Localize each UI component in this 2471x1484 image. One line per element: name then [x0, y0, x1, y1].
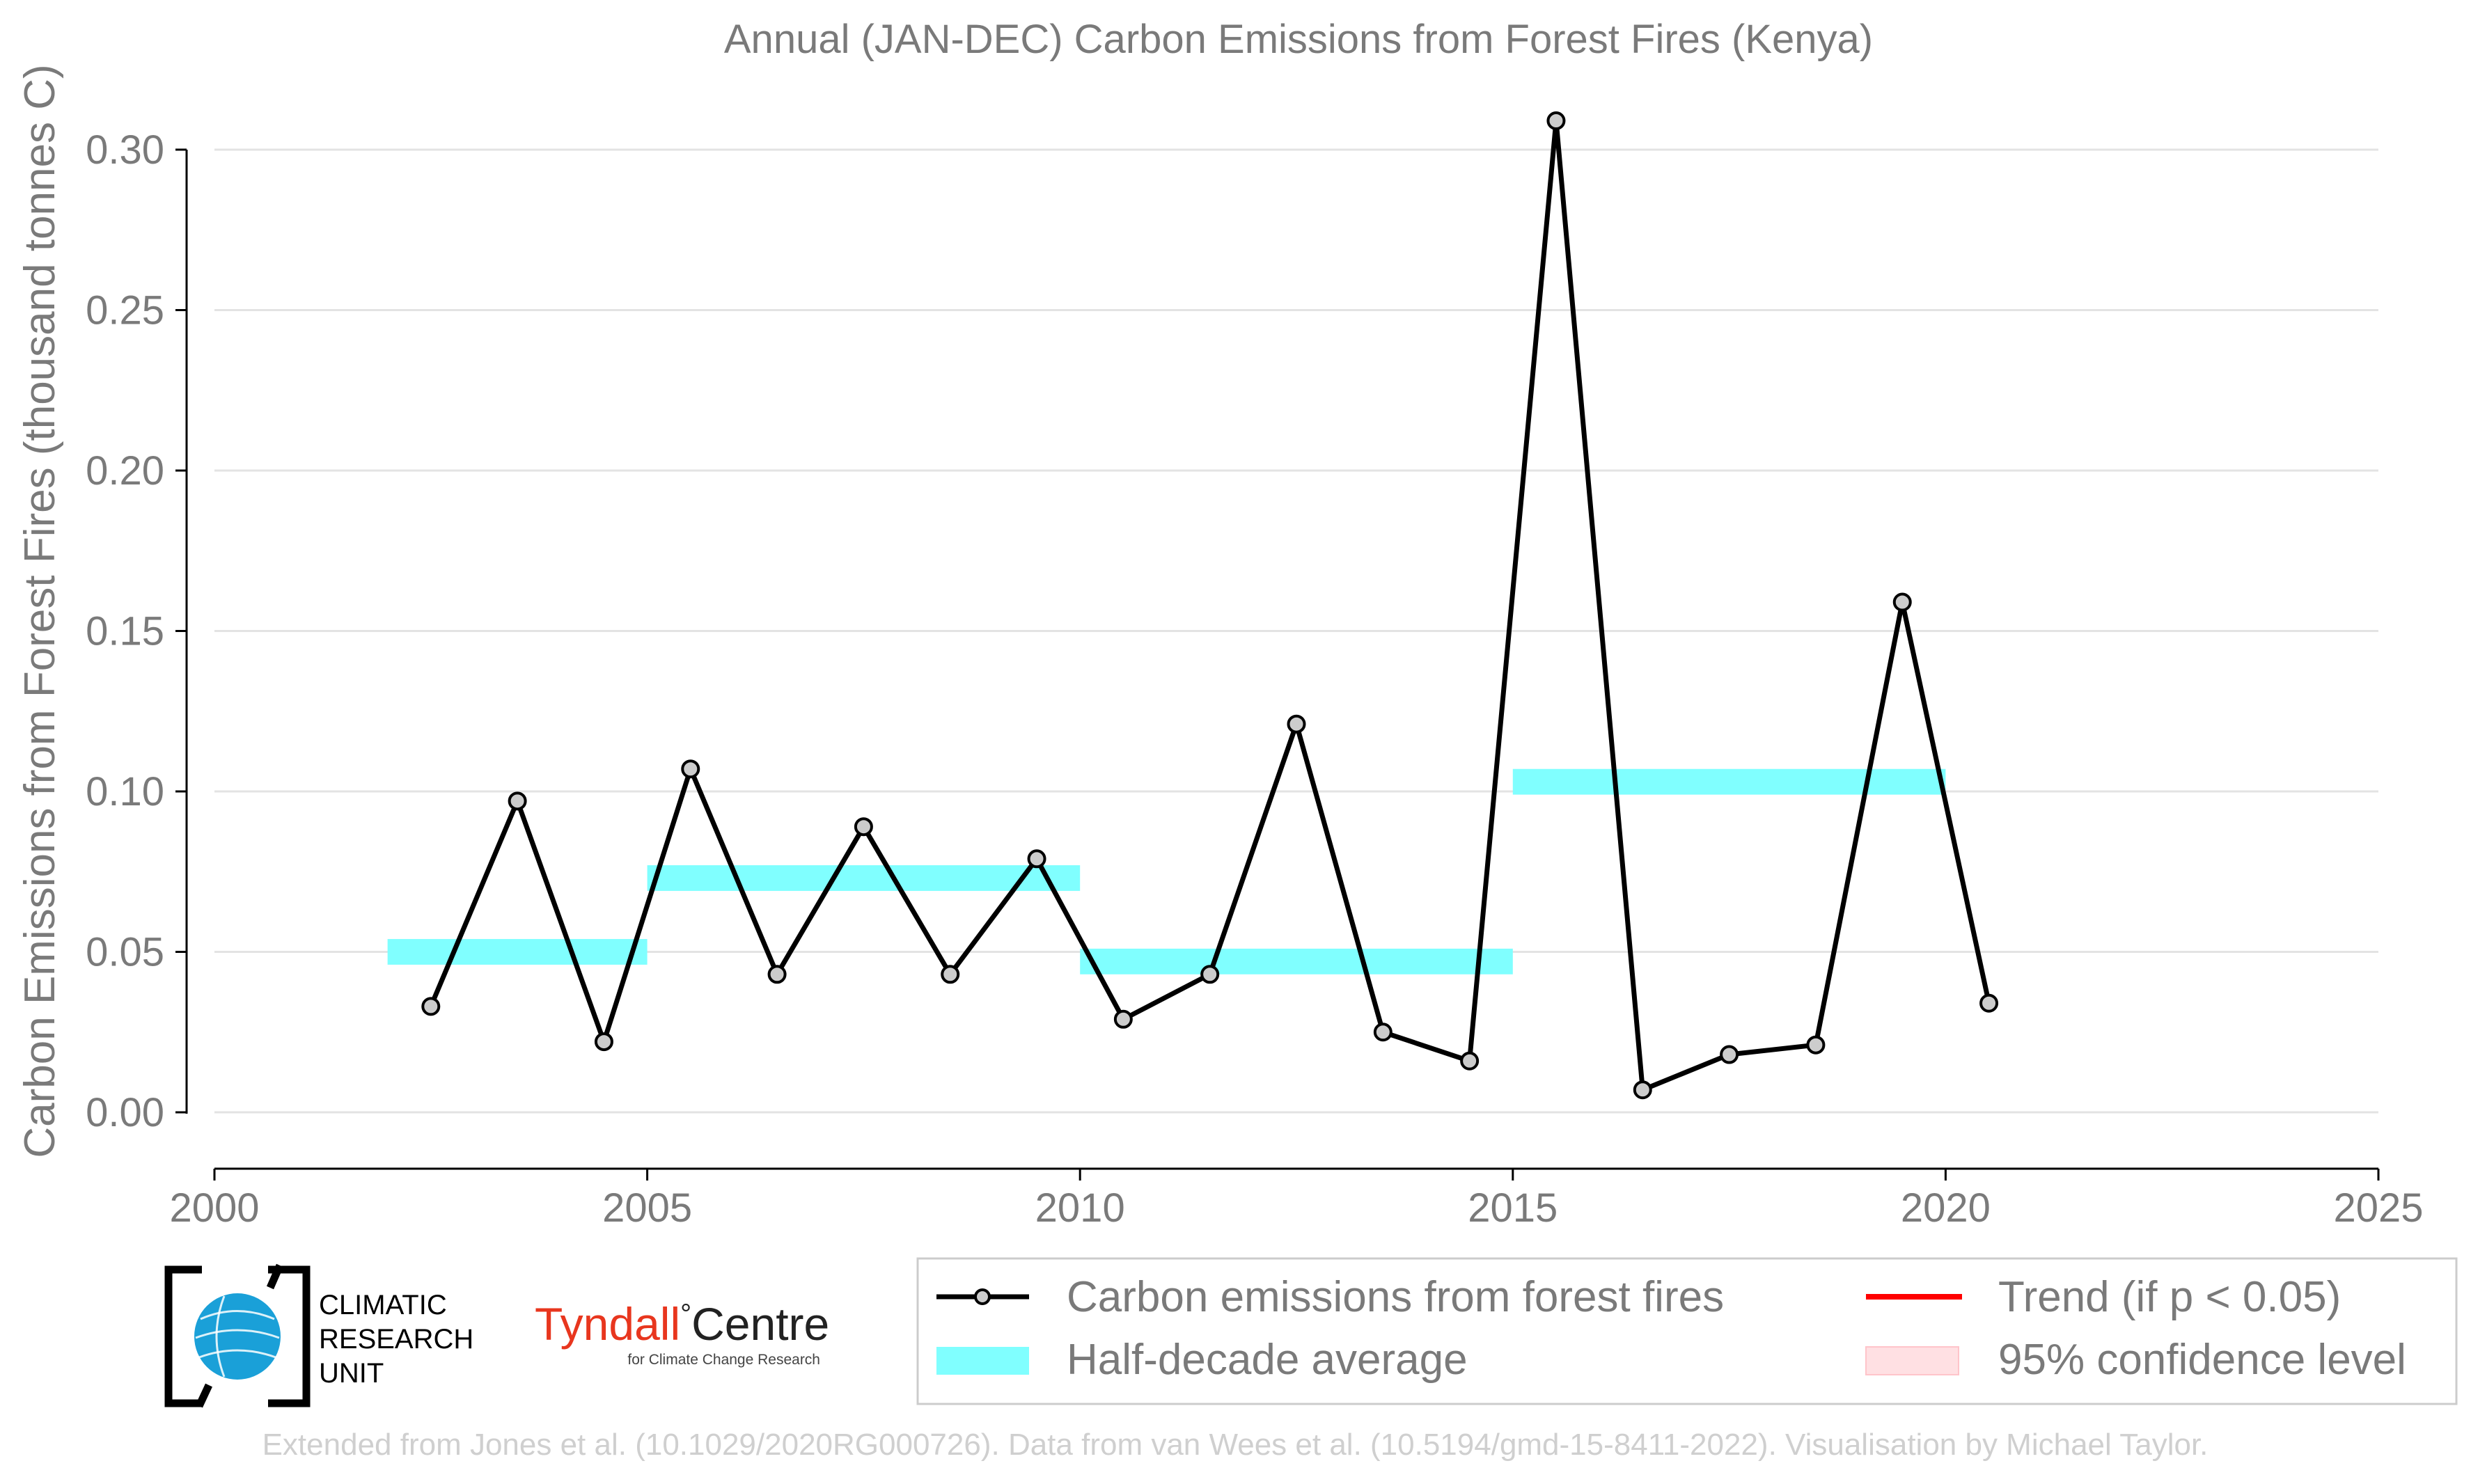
data-point — [1892, 592, 1912, 612]
half-decade-band — [1080, 948, 1513, 974]
x-tick-label: 2020 — [1901, 1185, 1991, 1231]
y-ticks: 0.00 0.05 0.10 0.15 0.20 0.25 0.30 — [86, 127, 187, 1135]
half-decade-bands — [387, 768, 1946, 974]
cru-logo-text-2: RESEARCH — [319, 1324, 473, 1355]
cru-logo-bracket-right — [268, 1265, 311, 1407]
tyndall-logo: Tyndall°Centre for Climate Change Resear… — [535, 1298, 829, 1368]
cru-logo-slash-bottom — [196, 1383, 212, 1408]
x-tick-label: 2025 — [2333, 1185, 2423, 1231]
x-ticks: 2000 2005 2010 2015 2020 2025 — [169, 1169, 2424, 1231]
cru-logo-bracket-left — [164, 1265, 202, 1407]
data-point — [854, 817, 873, 837]
globe-icon-line-1 — [200, 1310, 275, 1320]
globe-icon-line-3 — [198, 1349, 276, 1359]
y-tick-label: 0.15 — [86, 609, 164, 654]
data-point — [1806, 1035, 1826, 1055]
cru-logo-slash-top — [266, 1263, 284, 1290]
data-point — [681, 759, 700, 779]
x-tick-label: 2010 — [1035, 1185, 1125, 1231]
data-point — [1113, 1009, 1133, 1029]
half-decade-band — [647, 865, 1081, 891]
cru-logo-text-3: UNIT — [319, 1358, 384, 1389]
half-decade-band — [387, 939, 648, 965]
legend: Carbon emissions from forest fires Trend… — [916, 1257, 2458, 1405]
half-decade-band — [1512, 768, 1946, 795]
series-line — [428, 118, 1992, 1093]
legend-half-decade-swatch — [936, 1347, 1029, 1375]
data-point — [1287, 714, 1306, 734]
axes — [185, 150, 2378, 1170]
legend-emissions-label: Carbon emissions from forest fires — [1067, 1273, 1724, 1321]
data-point — [767, 965, 787, 984]
legend-emissions-marker — [974, 1288, 991, 1305]
data-point — [508, 791, 527, 811]
globe-icon — [194, 1293, 281, 1380]
data-point — [1546, 111, 1566, 131]
credit-line: Extended from Jones et al. (10.1029/2020… — [262, 1428, 2209, 1462]
y-tick-label: 0.00 — [86, 1090, 164, 1135]
data-point — [1200, 965, 1220, 984]
legend-trend-label: Trend (if p < 0.05) — [1998, 1273, 2341, 1321]
data-point — [1979, 993, 1999, 1013]
data-point — [421, 997, 441, 1016]
x-tick-label: 2015 — [1468, 1185, 1558, 1231]
emissions-series — [421, 111, 1999, 1100]
chart-title: Annual (JAN-DEC) Carbon Emissions from F… — [724, 17, 1873, 62]
cru-logo-text-1: CLIMATIC — [319, 1290, 447, 1320]
globe-icon-line-4 — [215, 1295, 226, 1378]
data-point — [1633, 1080, 1652, 1100]
legend-box — [916, 1257, 2458, 1405]
legend-confidence-label: 95% confidence level — [1998, 1336, 2406, 1384]
data-point — [1373, 1023, 1393, 1042]
y-tick-label: 0.10 — [86, 769, 164, 814]
globe-icon-line-2 — [195, 1329, 280, 1339]
data-point — [1460, 1051, 1480, 1071]
x-tick-label: 2005 — [602, 1185, 692, 1231]
cru-logo: CLIMATIC RESEARCH UNIT — [164, 1263, 473, 1408]
data-point — [1720, 1045, 1739, 1064]
data-point — [941, 965, 960, 984]
x-tick-label: 2000 — [169, 1185, 259, 1231]
tyndall-logo-subtitle: for Climate Change Research — [627, 1352, 820, 1368]
legend-confidence-swatch — [1865, 1346, 1959, 1375]
tyndall-logo-text: Tyndall°Centre — [535, 1298, 829, 1350]
y-tick-label: 0.30 — [86, 127, 164, 173]
y-tick-label: 0.20 — [86, 448, 164, 494]
legend-half-decade-label: Half-decade average — [1067, 1336, 1468, 1384]
y-tick-label: 0.25 — [86, 288, 164, 333]
data-point — [594, 1032, 613, 1052]
data-point — [1027, 849, 1046, 869]
y-tick-label: 0.05 — [86, 930, 164, 975]
y-axis-label: Carbon Emissions from Forest Fires (thou… — [16, 64, 64, 1158]
